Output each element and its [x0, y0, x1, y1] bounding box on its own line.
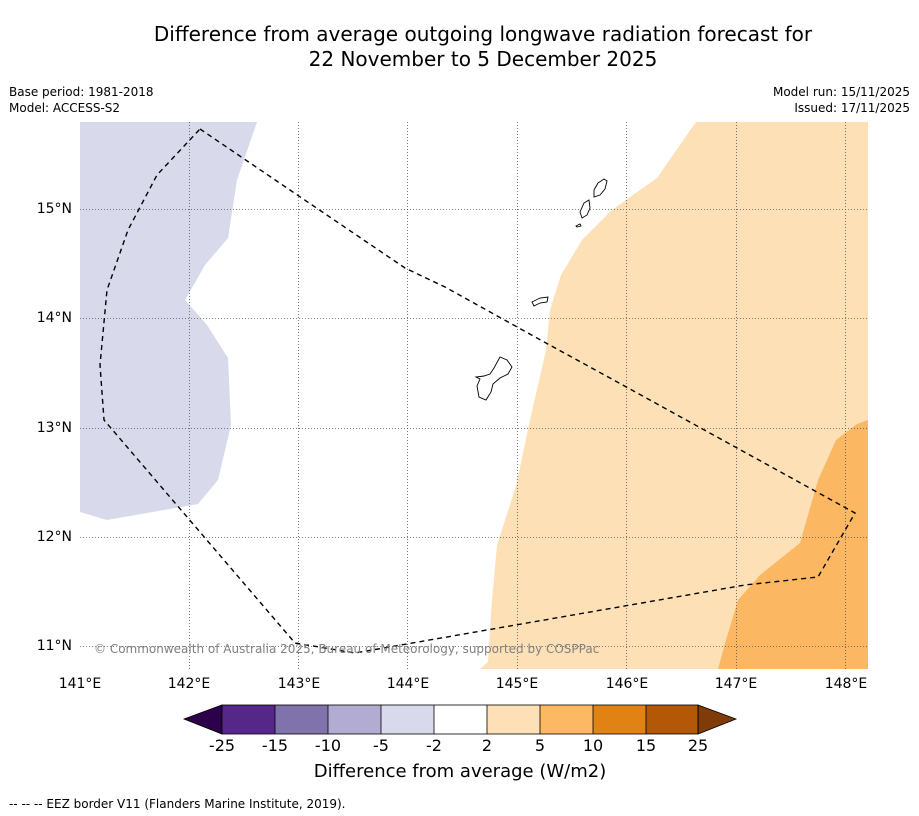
lat-label-15n: 15°N — [36, 201, 72, 217]
region-plus5-plus10 — [718, 420, 868, 669]
colorbar-tick-label: 5 — [534, 736, 546, 755]
region-plus2-plus5 — [480, 122, 868, 669]
colorbar-extend-low — [182, 704, 223, 735]
lon-label-148e: 148°E — [824, 676, 868, 692]
copyright-notice: © Commonwealth of Australia 2025, Bureau… — [94, 642, 599, 656]
colorbar-bin-7 — [540, 705, 593, 734]
gridlines — [80, 122, 868, 669]
island-saipan — [593, 178, 608, 198]
colorbar-bin-4 — [381, 705, 434, 734]
lon-label-146e: 146°E — [605, 676, 649, 692]
lon-label-145e: 145°E — [495, 676, 539, 692]
lat-label-11n: 11°N — [36, 638, 72, 654]
model-run: Model run: 15/11/2025 — [772, 85, 910, 99]
lon-label-144e: 144°E — [386, 676, 430, 692]
colorbar-bin-6 — [487, 705, 540, 734]
lon-label-147e: 147°E — [714, 676, 758, 692]
lon-label-143e: 143°E — [277, 676, 321, 692]
colorbar-tick-label: -10 — [314, 736, 342, 755]
colorbar-bin-8 — [593, 705, 646, 734]
colorbar-tick-label: -15 — [261, 736, 289, 755]
colorbar-tick-label: 10 — [582, 736, 604, 755]
lon-label-141e: 141°E — [58, 676, 102, 692]
colorbar-tick-label: -2 — [426, 736, 442, 755]
title-line-2: 22 November to 5 December 2025 — [308, 47, 658, 71]
island-rota — [531, 296, 549, 307]
colorbar-tick-label: 15 — [635, 736, 657, 755]
eez-legend-note: -- -- -- EEZ border V11 (Flanders Marine… — [9, 797, 346, 811]
island-tinian — [579, 199, 591, 219]
meta-right: Model run: 15/11/2025 Issued: 17/11/2025 — [773, 84, 910, 116]
island-aguijan — [575, 223, 582, 228]
colorbar-bin-9 — [646, 705, 698, 734]
title-line-1: Difference from average outgoing longwav… — [153, 22, 813, 46]
lat-label-12n: 12°N — [36, 529, 72, 545]
islands — [474, 178, 608, 401]
colorbar-bin-5 — [434, 705, 487, 734]
colorbar-bin-3 — [328, 705, 381, 734]
lat-label-13n: 13°N — [36, 420, 72, 436]
meta-left: Base period: 1981-2018 Model: ACCESS-S2 — [9, 84, 154, 116]
issued-date: Issued: 17/11/2025 — [794, 101, 910, 115]
model-name: Model: ACCESS-S2 — [9, 101, 121, 115]
colorbar-tick-label: -5 — [373, 736, 389, 755]
colorbar-tick-label: 25 — [687, 736, 709, 755]
map-panel: © Commonwealth of Australia 2025, Bureau… — [80, 122, 868, 669]
colorbar-bin-1 — [222, 705, 275, 734]
eez-border — [99, 128, 856, 654]
chart-title: Difference from average outgoing longwav… — [0, 22, 919, 72]
colorbar-tick-label: -25 — [208, 736, 236, 755]
lon-label-142e: 142°E — [167, 676, 211, 692]
colorbar-label: Difference from average (W/m2) — [313, 761, 607, 782]
island-guam — [474, 356, 513, 401]
colorbar-extend-high — [697, 704, 738, 735]
lat-label-14n: 14°N — [36, 310, 72, 326]
colorbar-tick-label: 2 — [481, 736, 493, 755]
base-period: Base period: 1981-2018 — [9, 85, 154, 99]
colorbar — [182, 704, 738, 735]
region-minus5-minus2 — [80, 122, 257, 520]
colorbar-bin-2 — [275, 705, 328, 734]
